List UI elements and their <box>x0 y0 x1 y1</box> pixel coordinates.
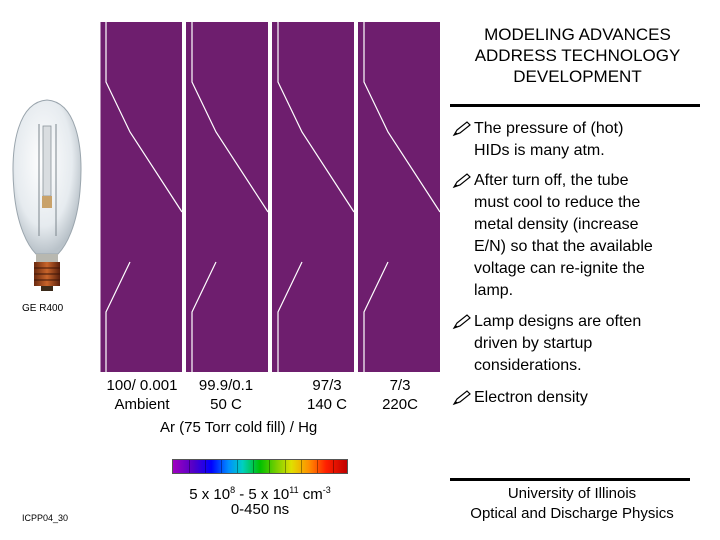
title-divider <box>450 104 700 107</box>
caption-temperature: 140 C <box>306 396 348 413</box>
panel-caption: 97/3 140 C <box>296 376 358 414</box>
pencil-bullet-icon <box>452 314 471 330</box>
title-line: ADDRESS TECHNOLOGY <box>474 46 681 65</box>
simulation-panels <box>100 22 440 372</box>
bullet-item: Electron density <box>452 387 714 409</box>
caption-temperature: 50 C <box>210 396 242 413</box>
scale-tick <box>237 460 238 473</box>
bullet-line: must cool to reduce the <box>474 194 641 211</box>
bullet-line: E/N) so that the available <box>474 238 653 255</box>
footer-divider <box>450 478 690 481</box>
discharge-panel <box>100 22 183 372</box>
scale-tick <box>301 460 302 473</box>
bullet-item: Lamp designs are often driven by startup… <box>452 311 714 377</box>
bullet-line: voltage can re-ignite the <box>474 260 645 277</box>
title-line: DEVELOPMENT <box>513 67 642 86</box>
scale-tick <box>317 460 318 473</box>
bullet-item: After turn off, the tube must cool to re… <box>452 170 714 302</box>
caption-ratio: 97/3 <box>312 377 342 394</box>
bullet-line: The pressure of (hot) <box>474 120 624 137</box>
scale-tick <box>205 460 206 473</box>
caption-temperature: 220C <box>382 396 418 413</box>
slide-id: ICPP04_30 <box>22 513 69 523</box>
bullet-item: The pressure of (hot) HIDs is many atm. <box>452 118 714 162</box>
scale-tick <box>269 460 270 473</box>
pencil-bullet-icon <box>452 121 471 137</box>
scale-tick <box>221 460 222 473</box>
caption-ratio: 7/3 <box>389 377 411 394</box>
panel-caption: 100/ 0.001 Ambient <box>102 376 182 414</box>
pencil-bullet-icon <box>452 173 471 189</box>
bullet-line: metal density (increase <box>474 216 639 233</box>
bullet-line: Electron density <box>474 389 588 406</box>
scale-tick <box>333 460 334 473</box>
bullet-line: driven by startup <box>474 335 593 352</box>
panel-caption: 7/3 220C <box>372 376 428 414</box>
caption-ratio: 100/ 0.001 <box>106 377 178 394</box>
title-line: MODELING ADVANCES <box>484 25 671 44</box>
bullet-line: considerations. <box>474 357 582 374</box>
scale-tick <box>285 460 286 473</box>
pencil-bullet-icon <box>452 390 471 406</box>
hid-lamp-image <box>12 99 82 291</box>
bullet-line: Lamp designs are often <box>474 313 642 330</box>
lamp-label: GE R400 <box>22 303 64 314</box>
bullet-line: lamp. <box>474 282 514 299</box>
bullet-line: HIDs is many atm. <box>474 142 605 159</box>
discharge-panel <box>358 22 440 372</box>
density-color-scale <box>172 459 348 474</box>
caption-ratio: 99.9/0.1 <box>198 377 254 394</box>
scale-tick <box>253 460 254 473</box>
gas-fill-note: Ar (75 Torr cold fill) / Hg <box>160 419 318 436</box>
footer: University of Illinois Optical and Disch… <box>452 484 692 524</box>
discharge-panel <box>186 22 269 372</box>
scale-tick <box>189 460 190 473</box>
density-range: 5 x 108 - 5 x 1011 cm-3 <box>189 485 331 503</box>
discharge-panel <box>272 22 355 372</box>
slide-title: MODELING ADVANCES ADDRESS TECHNOLOGY DEV… <box>450 24 705 87</box>
panel-caption: 99.9/0.1 50 C <box>190 376 262 414</box>
footer-group: Optical and Discharge Physics <box>470 505 674 522</box>
caption-temperature: Ambient <box>114 396 170 413</box>
footer-institution: University of Illinois <box>507 485 637 502</box>
bullet-line: After turn off, the tube <box>474 172 629 189</box>
time-range: 0-450 ns <box>230 501 290 518</box>
